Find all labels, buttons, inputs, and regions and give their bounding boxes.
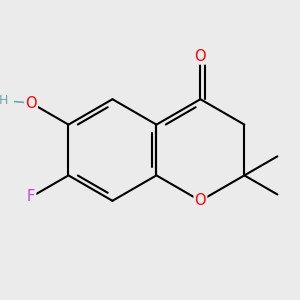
Text: H: H	[0, 94, 8, 107]
Text: O: O	[195, 193, 206, 208]
Text: O: O	[25, 95, 37, 110]
Text: F: F	[27, 190, 35, 205]
Text: O: O	[195, 49, 206, 64]
